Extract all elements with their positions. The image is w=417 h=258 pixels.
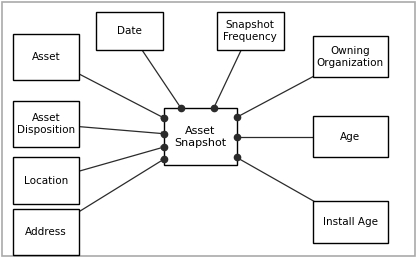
FancyBboxPatch shape — [13, 209, 79, 255]
FancyBboxPatch shape — [313, 201, 388, 243]
Text: Install Age: Install Age — [323, 217, 378, 227]
Text: Date: Date — [117, 26, 142, 36]
Text: Asset: Asset — [32, 52, 60, 62]
Text: Asset
Disposition: Asset Disposition — [17, 113, 75, 135]
Text: Asset
Snapshot: Asset Snapshot — [174, 126, 226, 148]
FancyBboxPatch shape — [13, 101, 79, 147]
FancyBboxPatch shape — [217, 12, 284, 50]
FancyBboxPatch shape — [96, 12, 163, 50]
FancyBboxPatch shape — [13, 157, 79, 204]
FancyBboxPatch shape — [313, 36, 388, 77]
Text: Address: Address — [25, 227, 67, 237]
Text: Snapshot
Frequency: Snapshot Frequency — [224, 20, 277, 42]
Text: Owning
Organization: Owning Organization — [317, 46, 384, 68]
FancyBboxPatch shape — [163, 108, 236, 165]
FancyBboxPatch shape — [313, 116, 388, 157]
Text: Age: Age — [340, 132, 360, 142]
Text: Location: Location — [24, 176, 68, 186]
FancyBboxPatch shape — [13, 34, 79, 80]
